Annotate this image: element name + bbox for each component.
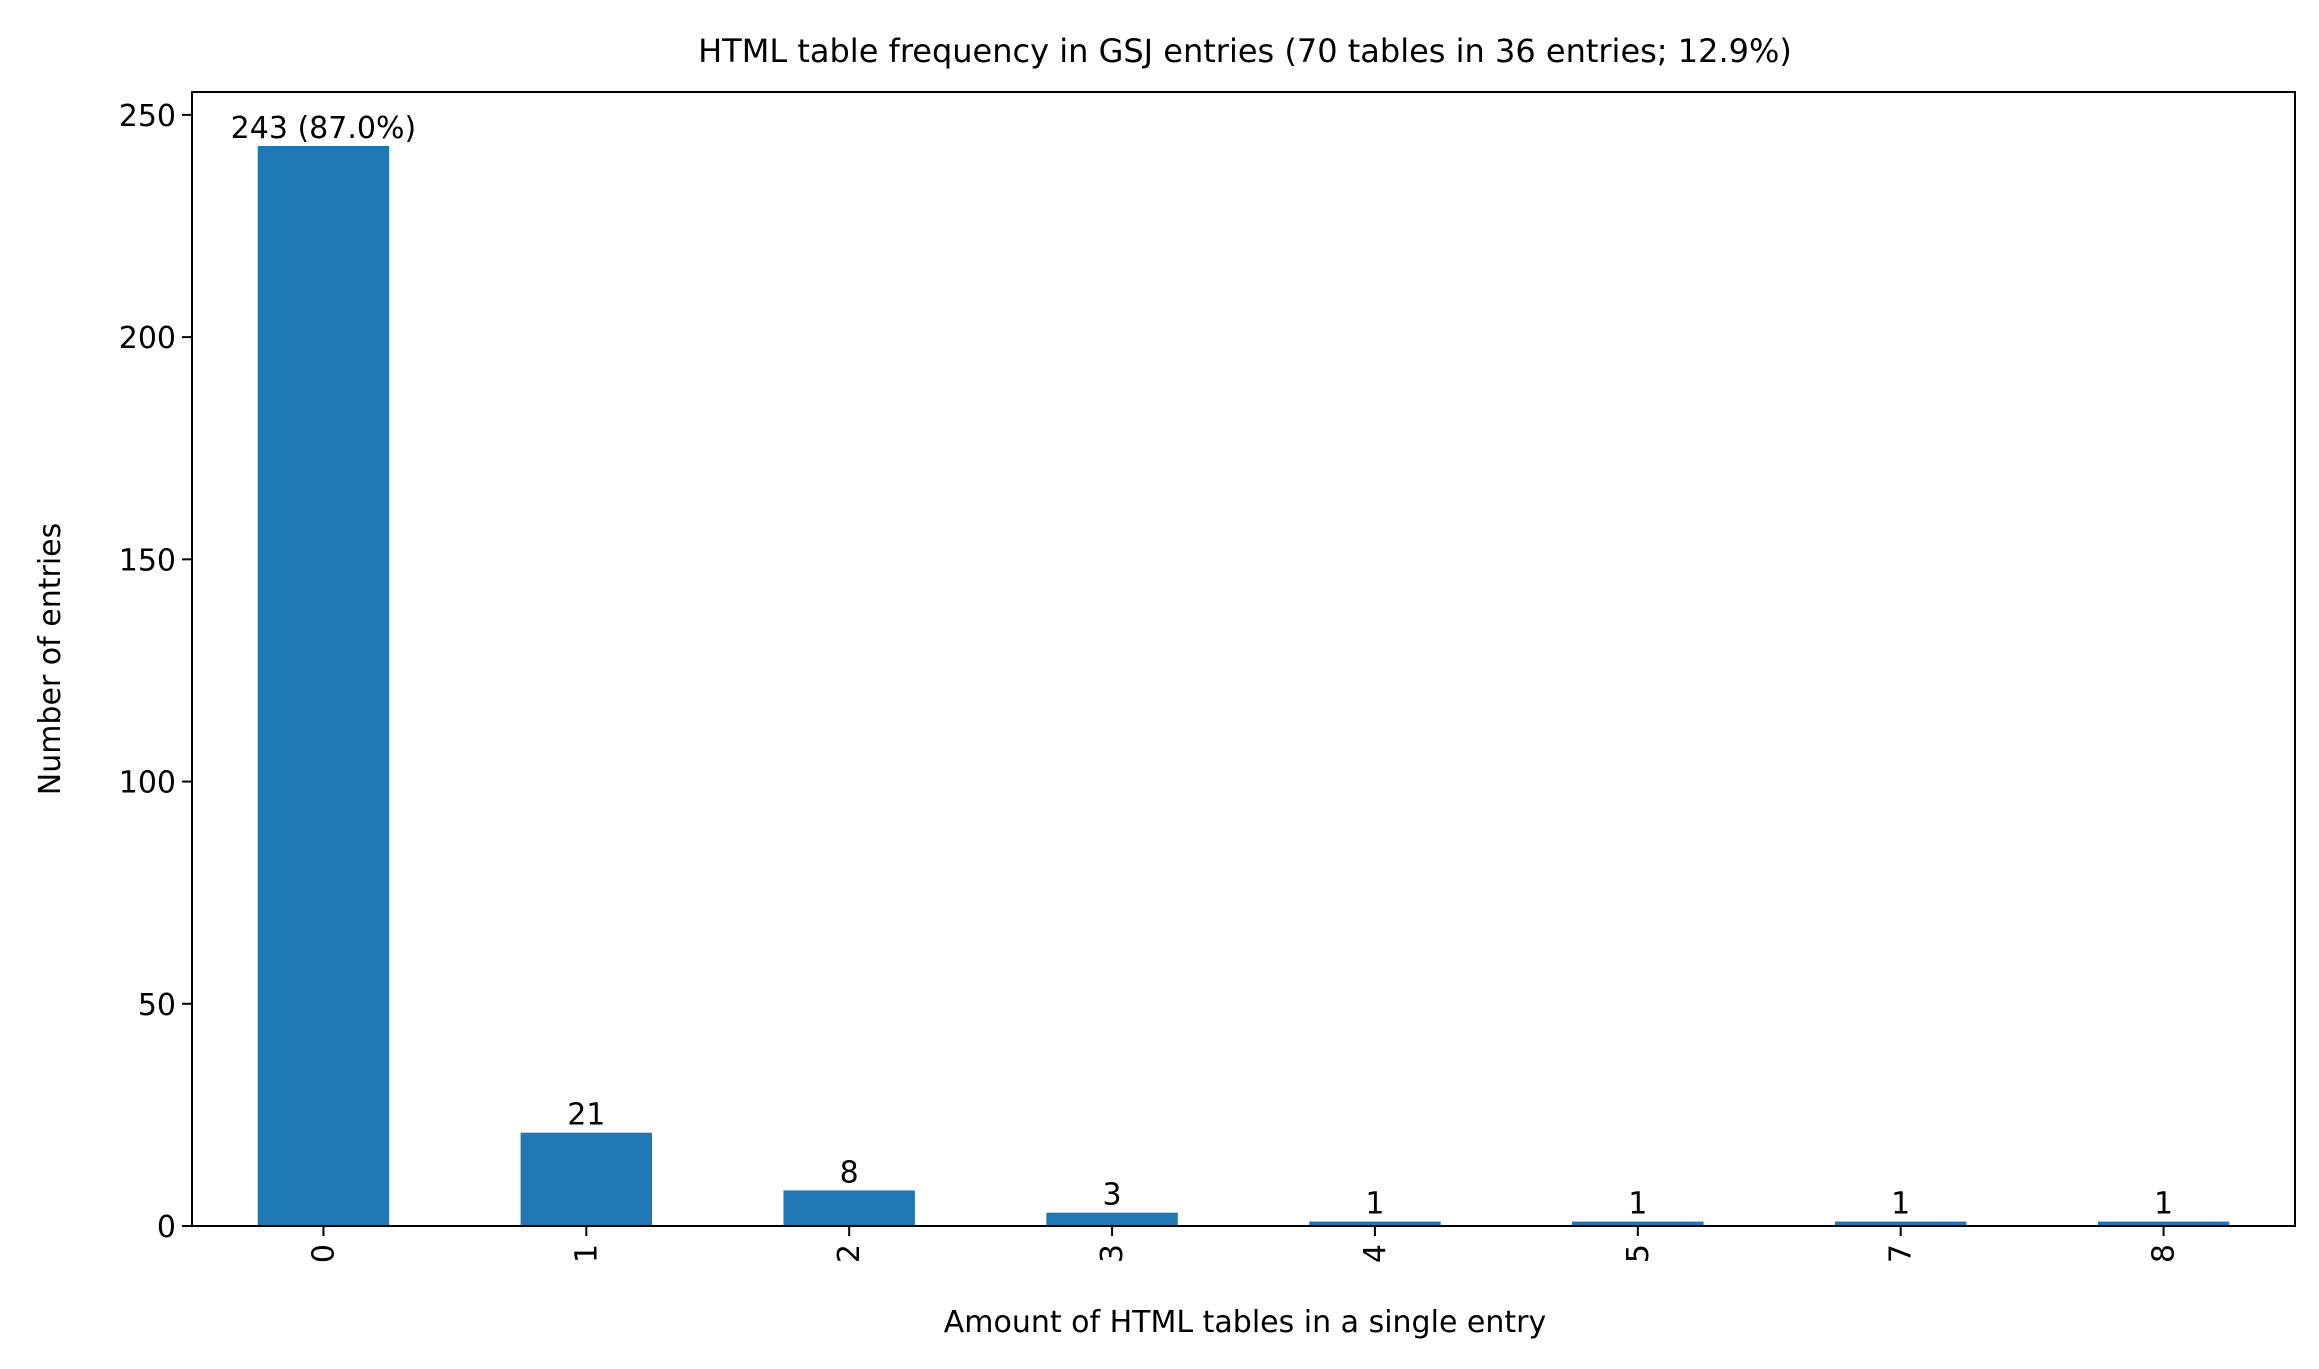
- x-axis-label: Amount of HTML tables in a single entry: [944, 1305, 1547, 1340]
- x-tick-label-0: 0: [306, 1244, 341, 1263]
- y-tick-label-150: 150: [119, 543, 176, 578]
- bar-4: [1309, 1221, 1441, 1226]
- x-tick-label-5: 5: [1621, 1244, 1656, 1263]
- y-axis-label: Number of entries: [33, 523, 68, 796]
- data-label-5: 1: [1628, 1187, 1647, 1222]
- data-label-7: 1: [1891, 1187, 1910, 1222]
- bar-1: [520, 1132, 653, 1226]
- bars-group: [257, 146, 2230, 1226]
- data-label-3: 3: [1103, 1178, 1122, 1213]
- bar-7: [1834, 1221, 1967, 1226]
- data-labels-group: 243 (87.0%) 21 8 3 1 1 1 1: [231, 111, 2173, 1222]
- data-label-0: 243 (87.0%): [231, 111, 417, 146]
- x-tick-label-7: 7: [1884, 1244, 1919, 1263]
- y-tick-label-100: 100: [119, 766, 176, 801]
- axes-frame: [191, 91, 2296, 1227]
- y-tick-label-200: 200: [119, 321, 176, 356]
- x-tick-label-8: 8: [2147, 1244, 2182, 1263]
- x-tick-label-3: 3: [1095, 1244, 1130, 1263]
- y-axis: 0 50 100 150 200 250: [119, 99, 192, 1245]
- y-tick-label-250: 250: [119, 99, 176, 134]
- x-tick-label-4: 4: [1358, 1244, 1393, 1263]
- bar-5: [1572, 1221, 1704, 1226]
- y-tick-label-50: 50: [138, 988, 176, 1023]
- data-label-2: 8: [840, 1155, 859, 1190]
- chart-title: HTML table frequency in GSJ entries (70 …: [698, 32, 1792, 70]
- data-label-8: 1: [2154, 1187, 2173, 1222]
- data-label-4: 1: [1365, 1187, 1384, 1222]
- y-tick-label-0: 0: [157, 1210, 176, 1245]
- bar-8: [2097, 1221, 2230, 1226]
- bar-0: [257, 146, 390, 1226]
- x-axis: 0 1 2 3 4 5 7 8: [306, 1226, 2182, 1263]
- x-tick-label-2: 2: [832, 1244, 867, 1263]
- data-label-1: 21: [567, 1098, 605, 1133]
- x-tick-label-1: 1: [569, 1244, 604, 1263]
- bar-2: [783, 1190, 915, 1226]
- bar-3: [1046, 1212, 1178, 1226]
